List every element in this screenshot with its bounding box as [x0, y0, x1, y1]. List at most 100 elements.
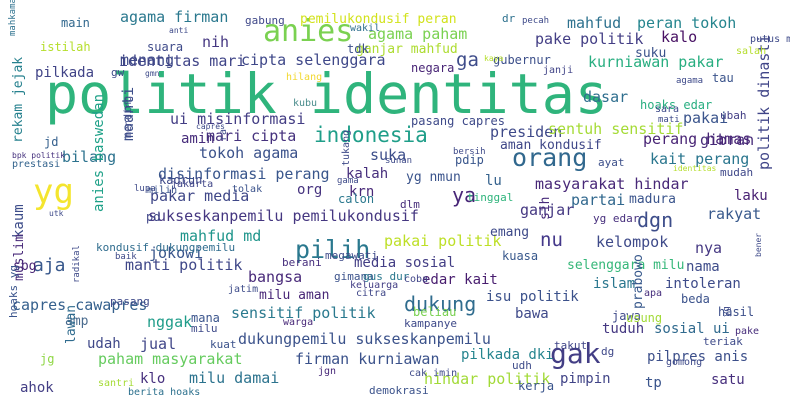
cloud-word: apa [644, 288, 663, 299]
cloud-word: kalah [346, 166, 389, 182]
cloud-word: main [61, 16, 90, 30]
cloud-word: dasar [583, 88, 629, 106]
cloud-word: mahfud md [180, 227, 262, 245]
cloud-word: pakai [683, 109, 729, 127]
cloud-word: masyarakat hindar [535, 175, 689, 193]
cloud-word: cipta selenggara [241, 51, 386, 69]
cloud-word: radikal [72, 245, 82, 283]
cloud-word: sunan [385, 156, 413, 166]
cloud-word: kaya [484, 54, 504, 63]
cloud-word: pake politik [535, 30, 644, 48]
cloud-word: jg [40, 352, 55, 366]
cloud-word: pakar media [150, 187, 250, 205]
cloud-word: kubu [293, 98, 318, 109]
cloud-word: amin [181, 131, 215, 147]
cloud-word: dukung [404, 292, 477, 316]
cloud-word: mari cipta [206, 127, 297, 145]
cloud-word: kaum [11, 204, 27, 238]
cloud-word: yg [722, 306, 732, 317]
cloud-word: jakarta [171, 179, 214, 190]
cloud-word: islam [593, 276, 636, 292]
cloud-word: jatim [228, 284, 259, 295]
cloud-word: suara [147, 40, 184, 54]
cloud-word: capres cawapres [12, 296, 148, 314]
cloud-word: istilah [40, 40, 91, 54]
cloud-word: bener [754, 232, 763, 257]
cloud-word: lupa [134, 184, 156, 194]
cloud-word: kelompok [596, 233, 669, 251]
cloud-word: sosial ui [654, 321, 730, 337]
cloud-word: kuasa [502, 249, 539, 263]
cloud-word: dukungpemilu sukseskanpemilu [238, 330, 491, 348]
cloud-word: negara [411, 61, 455, 75]
cloud-word: cak imin [409, 368, 458, 379]
cloud-word: jd [44, 135, 59, 149]
cloud-word: kait perang [650, 150, 750, 168]
cloud-word: gw [111, 66, 125, 79]
cloud-word: tolak [232, 184, 263, 195]
cloud-word: berita hoaks [128, 387, 201, 398]
cloud-word: ubah [720, 109, 747, 122]
cloud-word: beliau [413, 305, 457, 319]
cloud-word: udh [512, 359, 532, 372]
cloud-word: janji [543, 65, 574, 76]
cloud-word: gabung [245, 14, 285, 27]
cloud-word: beda [681, 292, 710, 306]
cloud-word: pilkada [35, 65, 95, 81]
cloud-word: nih [202, 33, 230, 51]
cloud-word: gama [337, 176, 359, 186]
cloud-word: pakai politik [384, 232, 502, 250]
cloud-word: kadrun [159, 173, 203, 187]
cloud-word: tdk [347, 42, 369, 56]
cloud-word: jgn [318, 366, 337, 377]
cloud-word: takut [554, 339, 588, 352]
cloud-word: lu [485, 173, 502, 189]
cloud-word: bangsa [248, 268, 303, 286]
cloud-word: emang [490, 225, 530, 240]
cloud-word: dr [502, 12, 516, 25]
cloud-word: nama [686, 259, 720, 275]
cloud-word: capres [196, 122, 225, 131]
cloud-word: pake [735, 326, 760, 337]
cloud-word: dg [601, 345, 615, 358]
cloud-word: tau [712, 71, 734, 85]
cloud-word: gomong [666, 357, 703, 368]
cloud-word: milih [147, 185, 178, 196]
cloud-word: sukseskanpemilu pemilukondusif [148, 207, 419, 225]
cloud-word: agama [676, 76, 704, 86]
cloud-word: ra [218, 128, 229, 141]
cloud-word: edar kait [422, 272, 498, 288]
cloud-word: ga [456, 49, 479, 71]
cloud-word: tukang [341, 129, 352, 166]
cloud-word: lawan [64, 304, 79, 344]
cloud-word: gibran [700, 131, 755, 149]
cloud-word: hoaks edar [640, 98, 713, 112]
cloud-word: prestasi [12, 159, 61, 170]
cloud-word: gus dur [363, 270, 410, 283]
cloud-word: jual [140, 335, 177, 353]
cloud-word: keluarga [350, 280, 399, 291]
cloud-word: suka [370, 146, 407, 164]
cloud-word: laku [734, 188, 768, 204]
cloud-word: peran tokoh [637, 14, 737, 32]
cloud-word: pasang capres [411, 114, 505, 128]
cloud-word: kurniawan pakar [588, 53, 724, 71]
cloud-word: orang [512, 143, 588, 172]
cloud-word: kerja [518, 379, 555, 393]
cloud-word: rekam jejak [11, 56, 26, 143]
cloud-word: santri [98, 378, 135, 389]
cloud-word: identitas [673, 164, 717, 173]
cloud-word: identitas mari [119, 52, 246, 70]
cloud-word: sensitif politik [231, 304, 376, 322]
cloud-word: citra [356, 288, 387, 299]
cloud-word: politik identitas [45, 62, 608, 126]
cloud-word: tokoh agama [199, 144, 299, 162]
cloud-word: ayat [598, 156, 625, 169]
cloud-word: presiden [490, 123, 563, 141]
cloud-word: selenggara milu [567, 258, 685, 273]
cloud-word: pilpres anis [647, 349, 749, 365]
cloud-word: kuat [210, 338, 237, 351]
cloud-word: hindar politik [424, 370, 551, 388]
cloud-word: sara [655, 104, 680, 115]
